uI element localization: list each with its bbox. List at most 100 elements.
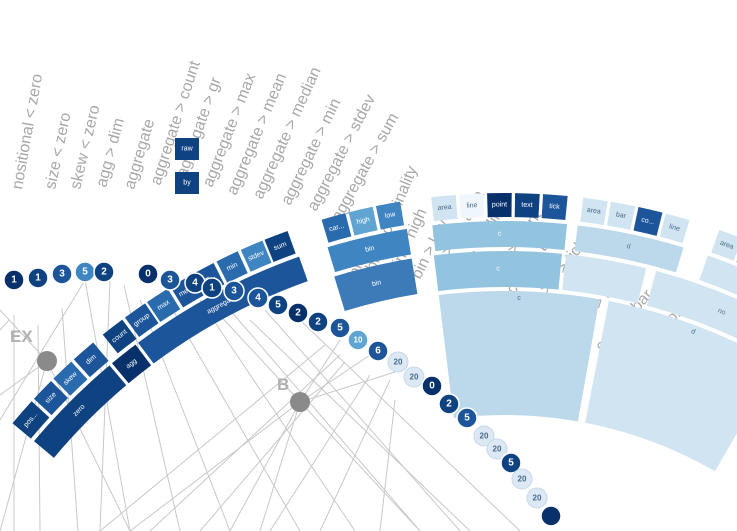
count-badge [137, 263, 159, 285]
root-node[interactable] [37, 351, 57, 371]
count-badge [403, 366, 425, 388]
group-segment[interactable] [138, 256, 308, 364]
count-badge [329, 317, 351, 339]
inner-ring: cd [438, 290, 737, 472]
tree-edge [199, 361, 346, 531]
segment-label: low [384, 211, 397, 220]
leaf-segment[interactable] [431, 194, 458, 222]
leaf-segment[interactable] [711, 229, 737, 261]
tree-edge [0, 319, 10, 331]
segment-label: high [356, 216, 371, 226]
group-ring: zeroaggaggregatebincdoverlap [33, 220, 737, 458]
count-badge [307, 311, 329, 333]
leaf-segment[interactable] [264, 230, 296, 262]
leaf-segment[interactable] [580, 197, 608, 225]
count-badge-label: 20 [410, 373, 419, 382]
count-badge-label: 10 [354, 336, 363, 345]
tree-edge [299, 371, 396, 403]
group-segment[interactable] [574, 225, 684, 273]
group-segment[interactable] [432, 220, 568, 252]
category-segment[interactable] [562, 254, 647, 304]
leaf-segment[interactable] [124, 303, 159, 337]
leaf-segment[interactable] [375, 201, 405, 230]
count-badge-label: 5 [464, 413, 470, 424]
count-badge-label: 2 [446, 399, 452, 410]
tree-edge [199, 299, 356, 531]
segment-label: bin [371, 279, 382, 288]
leaf-segment[interactable] [102, 319, 137, 354]
segment-label: line [668, 223, 680, 233]
group-segment[interactable] [111, 344, 152, 384]
tree-edge [169, 304, 301, 531]
tree-edge [214, 309, 421, 531]
category-segment[interactable] [334, 258, 418, 311]
segment-label: point [492, 201, 507, 208]
count-badge [500, 452, 522, 474]
leaf-segment[interactable] [53, 361, 88, 396]
leaf-segment[interactable] [175, 138, 199, 160]
leaf-segment[interactable] [240, 240, 272, 272]
leaf-segment[interactable] [175, 172, 199, 194]
leaf-segment[interactable] [659, 213, 690, 244]
tree-edge [379, 399, 396, 531]
leaf-segment[interactable] [633, 207, 663, 236]
segment-label: sum [273, 241, 288, 252]
inner-segment[interactable] [438, 290, 600, 422]
category-segment[interactable] [433, 251, 562, 292]
segment-label: by [183, 180, 191, 187]
count-badge [223, 280, 245, 302]
count-badge-label: 4 [255, 293, 261, 304]
inner-segment[interactable] [585, 300, 737, 472]
count-badge-label: 5 [82, 267, 88, 278]
count-badge [27, 267, 49, 289]
count-badge-label: 20 [533, 494, 542, 503]
tree-edge [46, 360, 131, 531]
group-segment[interactable] [327, 228, 411, 273]
count-badge-label: 1 [11, 275, 17, 286]
count-badge-label: 0 [429, 381, 435, 392]
group-segment[interactable] [699, 255, 737, 326]
leaf-segment[interactable] [541, 194, 568, 220]
count-badge [267, 294, 289, 316]
leaf-segment[interactable] [607, 201, 636, 230]
count-badge-label: 3 [167, 275, 173, 286]
segment-label: min [226, 261, 239, 272]
leaf-segment[interactable] [33, 381, 69, 416]
segment-label: c [517, 295, 521, 302]
segment-label: car... [328, 222, 345, 233]
count-badge [93, 261, 115, 283]
root-node[interactable] [290, 392, 310, 412]
segment-label: area [719, 240, 735, 252]
group-segment[interactable] [33, 365, 127, 458]
leaf-segment[interactable] [146, 288, 181, 323]
count-badge-label: 3 [59, 269, 65, 280]
leaf-segment[interactable] [216, 251, 248, 283]
count-badge [526, 487, 548, 509]
category-ring: bin c no [334, 251, 737, 361]
category-segment[interactable] [646, 270, 737, 361]
tree-edge [0, 309, 48, 362]
leaf-segment[interactable] [459, 193, 485, 219]
root-nodes: EX B [10, 327, 310, 412]
leaf-segment[interactable] [73, 342, 109, 378]
count-badge-label: 2 [101, 267, 107, 278]
count-badge [51, 263, 73, 285]
leaf-segment[interactable] [12, 401, 50, 439]
segment-label: c [496, 266, 500, 273]
tree-edge [99, 344, 326, 531]
count-badge [511, 468, 533, 490]
tree-edge [269, 374, 371, 531]
leaf-segment[interactable] [514, 193, 540, 218]
count-badge-label: 20 [493, 445, 502, 454]
count-badge-label: 1 [35, 273, 41, 284]
leaf-segment[interactable] [348, 206, 378, 236]
tree-edge [264, 309, 461, 531]
count-badge [3, 269, 25, 291]
count-badge [201, 277, 223, 299]
segment-label: area [586, 207, 601, 216]
leaf-segment[interactable] [321, 213, 352, 243]
segment-label: d [626, 243, 631, 251]
tree-edge [99, 279, 111, 531]
leaf-segment[interactable] [487, 193, 512, 218]
tree-edge [149, 354, 341, 531]
